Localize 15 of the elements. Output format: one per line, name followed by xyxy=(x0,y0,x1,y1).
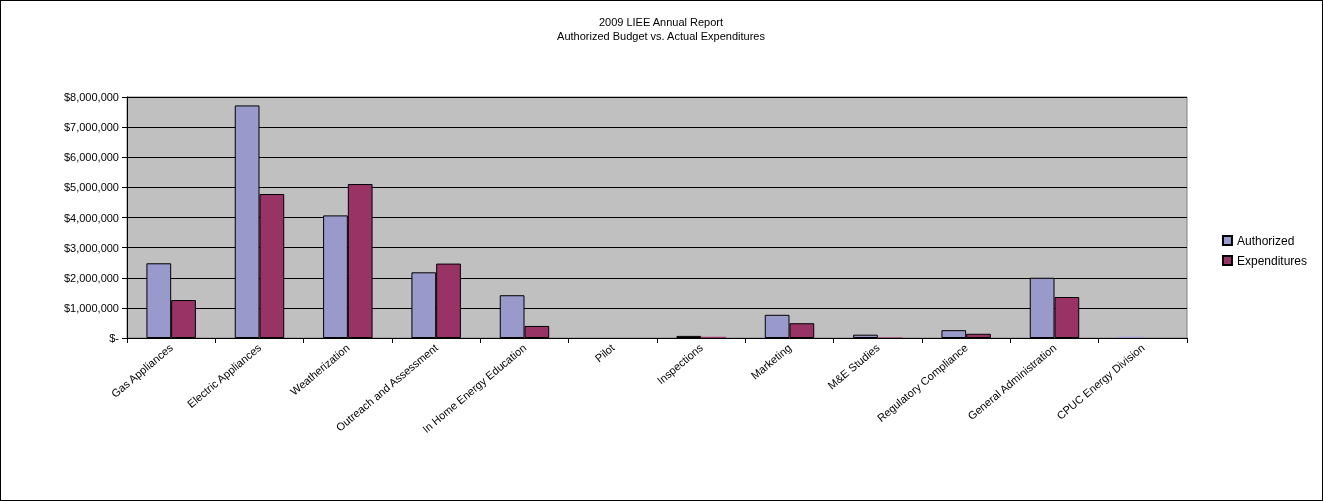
y-tick-label: $6,000,000 xyxy=(63,151,119,164)
y-tick-label: $2,000,000 xyxy=(63,271,119,284)
x-tick-label: Pilot xyxy=(592,341,617,365)
bar xyxy=(853,334,878,338)
y-tick-label: $7,000,000 xyxy=(63,121,119,134)
y-tick-label: $- xyxy=(109,332,120,344)
y-tick-label: $1,000,000 xyxy=(63,301,119,314)
legend-label: Authorized xyxy=(1236,233,1295,248)
y-tick-label: $8,000,000 xyxy=(63,91,119,103)
y-tick-label: $4,000,000 xyxy=(63,211,119,224)
chart-title: 2009 LIEE Annual Report xyxy=(598,15,724,28)
chart-subtitle: Authorized Budget vs. Actual Expenditures xyxy=(557,29,766,42)
legend-label: Expenditures xyxy=(1236,253,1307,268)
y-tick-label: $5,000,000 xyxy=(63,181,119,194)
y-tick-label: $3,000,000 xyxy=(63,241,119,254)
